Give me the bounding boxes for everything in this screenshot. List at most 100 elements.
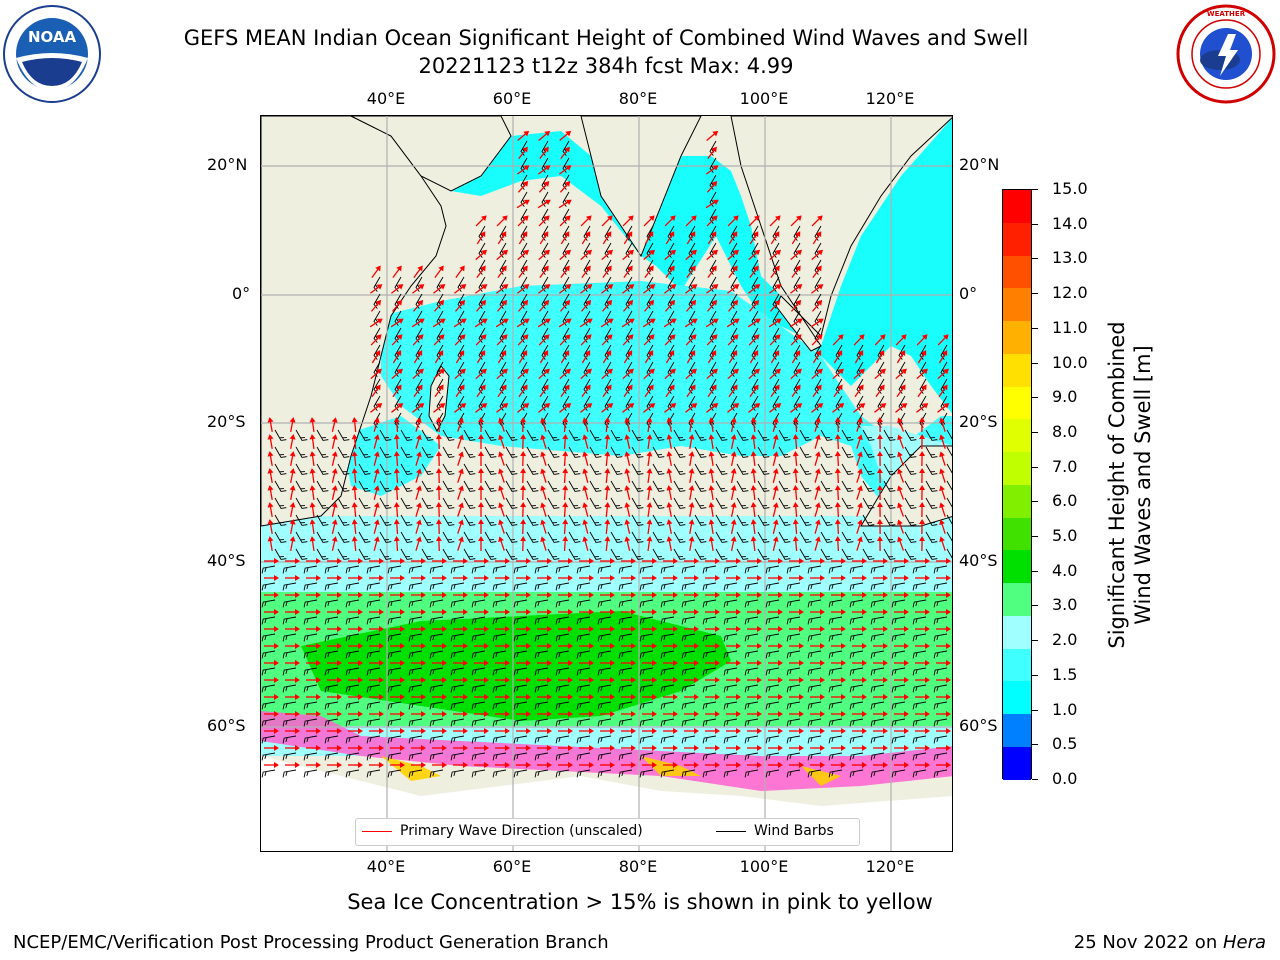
wave-direction-arrow <box>478 434 484 449</box>
wind-barb <box>471 735 486 744</box>
colorbar-segment <box>1003 648 1031 682</box>
wind-barb <box>736 514 749 526</box>
wind-barb <box>471 718 486 727</box>
wave-direction-arrow <box>539 299 550 312</box>
wave-direction-arrow <box>623 231 633 245</box>
wave-direction-arrow <box>558 199 572 209</box>
wave-direction-arrow <box>562 417 569 433</box>
wind-barb <box>492 752 507 761</box>
wind-barb <box>849 599 864 608</box>
wave-direction-arrow <box>644 350 654 364</box>
wave-direction-arrow <box>518 146 528 159</box>
wave-direction-arrow <box>726 318 740 328</box>
wave-direction-arrow <box>433 334 445 346</box>
wind-barb <box>904 548 917 560</box>
wave-direction-arrow <box>562 434 569 450</box>
wave-direction-arrow <box>600 318 614 328</box>
wind-barbs-layer <box>261 140 952 778</box>
wind-barb <box>799 446 812 458</box>
wind-barb <box>849 752 864 761</box>
wave-direction-arrow <box>496 249 509 261</box>
wave-direction-arrow <box>455 350 465 364</box>
wind-barb <box>295 429 308 441</box>
wave-direction-arrow <box>601 249 614 261</box>
wave-direction-arrow <box>497 350 507 364</box>
wave-direction-arrow <box>457 451 464 466</box>
wave-direction-arrow <box>854 350 864 364</box>
wind-barb <box>841 480 854 492</box>
wave-direction-arrow <box>727 215 739 227</box>
wind-barb <box>492 616 507 625</box>
wind-barb <box>358 548 371 560</box>
wind-barb <box>799 497 812 509</box>
colorbar-tick-mark <box>1032 779 1038 780</box>
lat-label-right-20n: 20°N <box>959 155 1000 174</box>
wind-barb <box>421 446 434 458</box>
wave-direction-arrow <box>707 299 718 312</box>
wave-direction-arrow <box>497 265 507 279</box>
wave-direction-arrow <box>538 180 550 193</box>
wave-direction-arrow <box>370 284 383 294</box>
wind-barb <box>702 599 717 608</box>
wind-barb <box>316 429 329 441</box>
wave-direction-arrow <box>853 368 865 380</box>
colorbar-tick-mark <box>1032 431 1038 433</box>
wind-barb <box>463 514 476 526</box>
wind-barb <box>912 599 927 608</box>
wind-barb <box>471 650 486 659</box>
wave-direction-arrow <box>371 350 381 364</box>
wind-barb <box>589 429 602 441</box>
wind-barb <box>660 565 675 574</box>
wind-barb <box>471 701 486 710</box>
wind-barb <box>862 480 875 492</box>
wave-direction-arrow <box>790 284 803 294</box>
wind-barb <box>450 565 465 574</box>
wind-barb <box>841 429 854 441</box>
wave-direction-arrow <box>707 146 717 159</box>
wind-barb <box>568 497 581 509</box>
wind-barb <box>681 667 696 676</box>
wave-direction-arrow <box>475 215 487 227</box>
wave-direction-arrow <box>496 334 508 346</box>
wind-barb <box>421 429 434 441</box>
wind-barb <box>534 718 549 727</box>
wind-barb <box>282 769 297 778</box>
wave-direction-arrow <box>896 350 906 364</box>
wave-direction-arrow <box>412 368 424 380</box>
wind-barb <box>807 701 822 710</box>
footer-credit: NCEP/EMC/Verification Post Processing Pr… <box>13 932 609 953</box>
wind-barb <box>337 514 350 526</box>
wind-barb <box>891 684 906 693</box>
wind-barb <box>694 514 707 526</box>
lon-label-top-40e: 40°E <box>366 89 406 108</box>
wind-barb <box>547 497 560 509</box>
wave-direction-arrow <box>812 231 822 245</box>
colorbar-segment <box>1003 321 1031 354</box>
wave-direction-arrow <box>811 334 823 346</box>
wave-direction-arrow <box>749 299 760 312</box>
wind-barb <box>316 531 329 543</box>
wave-direction-arrow <box>622 368 634 380</box>
wind-barb <box>639 684 654 693</box>
wave-direction-arrow <box>579 318 593 328</box>
wind-barb <box>631 514 644 526</box>
wave-direction-arrow <box>622 284 635 294</box>
wave-direction-arrow <box>730 417 737 432</box>
red-line-icon <box>362 830 392 832</box>
wind-barb <box>904 480 917 492</box>
wind-barb <box>526 429 539 441</box>
wind-barb <box>765 752 780 761</box>
wave-direction-arrow <box>917 350 927 364</box>
wave-direction-arrow <box>643 403 656 413</box>
wave-direction-arrow <box>393 434 400 450</box>
wind-barb <box>274 548 287 560</box>
wind-barb <box>408 701 423 710</box>
wind-barb <box>786 752 801 761</box>
wind-barb <box>366 599 381 608</box>
wave-direction-arrow <box>393 451 400 467</box>
wind-barb <box>828 650 843 659</box>
wind-barb <box>925 514 938 526</box>
wind-barb <box>471 599 486 608</box>
wind-barb <box>450 735 465 744</box>
wave-direction-arrow <box>919 417 926 433</box>
